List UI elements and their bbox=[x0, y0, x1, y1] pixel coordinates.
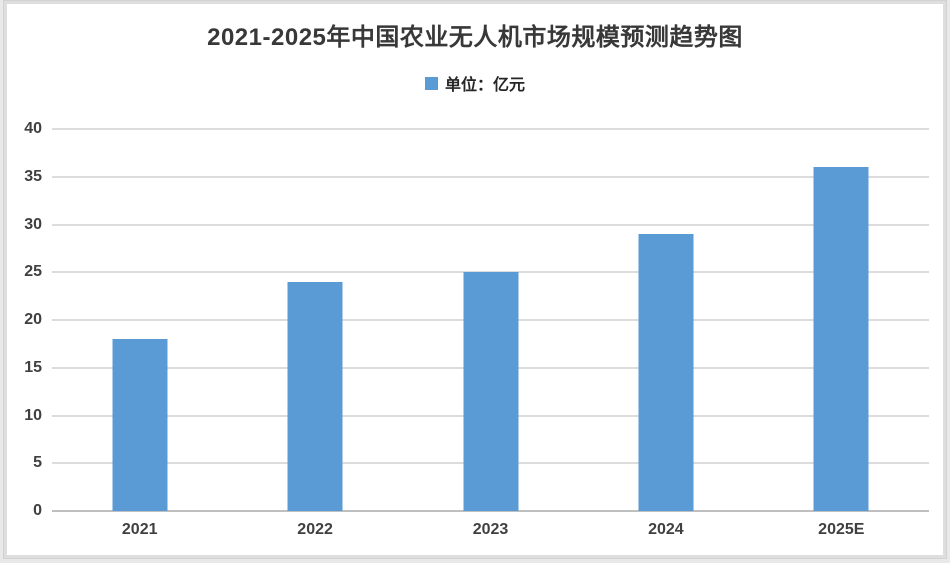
legend-label: 单位：亿元 bbox=[444, 77, 525, 94]
x-tick-label-2021: 2021 bbox=[121, 521, 158, 538]
y-tick-label-35: 35 bbox=[24, 167, 42, 185]
legend: 单位：亿元 bbox=[4, 71, 946, 95]
x-tick-label-2024: 2024 bbox=[648, 521, 684, 538]
x-tick-label-2025E: 2025E bbox=[818, 521, 865, 538]
x-axis-line bbox=[52, 510, 929, 512]
chart-title: 2021-2025年中国农业无人机市场规模预测趋势图 bbox=[207, 24, 743, 51]
legend-square-icon bbox=[424, 76, 438, 90]
y-tick-label-40: 40 bbox=[24, 120, 42, 137]
y-tick-label-20: 20 bbox=[24, 311, 42, 328]
y-tick-label-0: 0 bbox=[33, 502, 42, 519]
bar-2023 bbox=[463, 272, 518, 511]
gridline-y-30 bbox=[52, 223, 929, 226]
gridline-y-40 bbox=[52, 128, 929, 130]
y-axis-labels: 0 5 10 15 20 25 30 35 40 bbox=[4, 120, 44, 519]
y-tick-label-25: 25 bbox=[24, 263, 42, 281]
gridline-y-35 bbox=[52, 175, 929, 178]
y-tick-label-5: 5 bbox=[33, 454, 42, 472]
chart-window: 2021-2025年中国农业无人机市场规模预测趋势图 单位：亿元 0 5 10 15 2… bbox=[3, 0, 947, 559]
plot-area bbox=[52, 128, 929, 512]
bar-2024 bbox=[638, 234, 694, 511]
bar-2021 bbox=[112, 339, 168, 511]
x-tick-label-2022: 2022 bbox=[297, 521, 333, 538]
y-tick-label-30: 30 bbox=[24, 215, 42, 233]
bar-2025E bbox=[813, 167, 869, 511]
x-tick-label-2023: 2023 bbox=[472, 521, 509, 538]
y-tick-label-15: 15 bbox=[24, 358, 42, 376]
y-tick-label-10: 10 bbox=[24, 406, 42, 424]
x-axis-labels: 2021 2022 2023 2024 2025E bbox=[52, 521, 929, 547]
bar-2022 bbox=[287, 282, 343, 511]
